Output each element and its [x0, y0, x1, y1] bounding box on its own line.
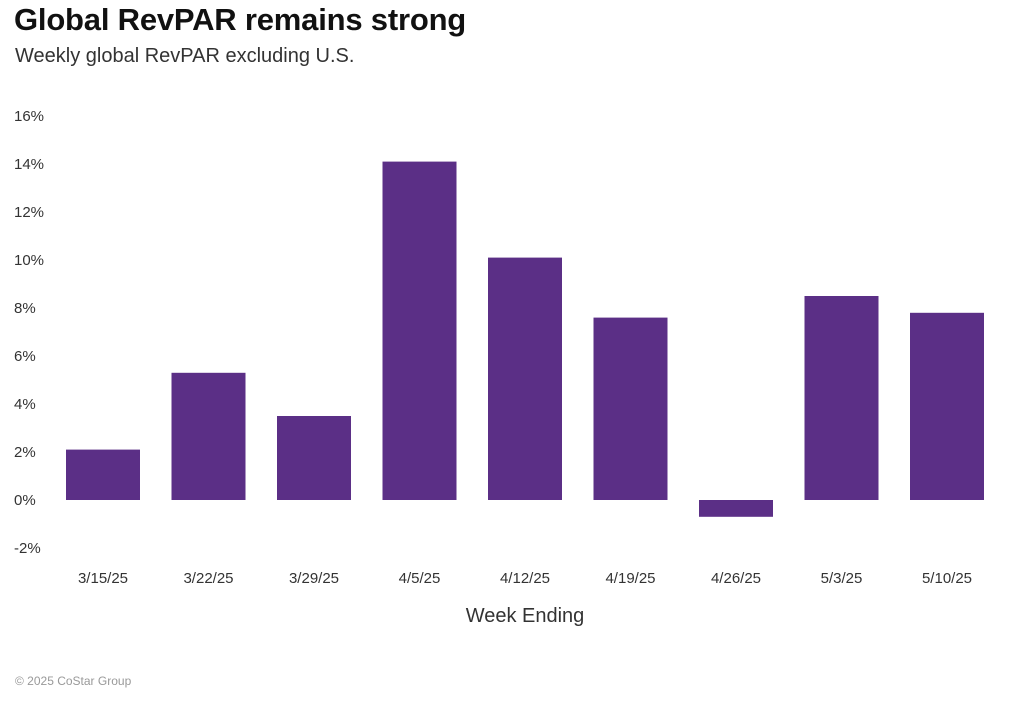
y-axis-tick-labels: -2% 0% 2% 4% 6% 8% 10% 12% 14% 16% — [14, 108, 44, 557]
x-tick-label: 3/29/25 — [289, 570, 339, 587]
x-tick-label: 3/15/25 — [78, 570, 128, 587]
bar — [804, 296, 879, 500]
bar — [910, 312, 984, 500]
chart-subtitle: Weekly global RevPAR excluding U.S. — [15, 45, 355, 67]
y-tick-label: 0% — [14, 492, 36, 509]
y-tick-label: 8% — [14, 300, 36, 317]
copyright-footer: © 2025 CoStar Group — [15, 674, 132, 688]
x-axis-tick-labels: 3/15/25 3/22/25 3/29/25 4/5/25 4/12/25 4/19/2… — [78, 570, 972, 587]
y-tick-label: -2% — [14, 540, 41, 557]
bar — [488, 257, 562, 500]
bar — [171, 372, 246, 500]
bar — [593, 317, 668, 500]
bar-series — [66, 161, 984, 517]
y-tick-label: 16% — [14, 108, 44, 125]
bar — [382, 161, 457, 500]
x-axis-title: Week Ending — [466, 605, 585, 627]
chart-title: Global RevPAR remains strong — [14, 2, 467, 37]
y-tick-label: 14% — [14, 156, 44, 173]
x-tick-label: 4/26/25 — [711, 570, 761, 587]
x-tick-label: 4/12/25 — [500, 570, 550, 587]
y-tick-label: 4% — [14, 396, 36, 413]
y-tick-label: 2% — [14, 444, 36, 461]
x-tick-label: 5/10/25 — [922, 570, 972, 587]
x-tick-label: 5/3/25 — [821, 570, 863, 587]
bar — [66, 449, 140, 500]
y-tick-label: 12% — [14, 204, 44, 221]
bar — [277, 416, 351, 500]
x-tick-label: 4/19/25 — [605, 570, 655, 587]
bar — [699, 500, 773, 517]
y-tick-label: 10% — [14, 252, 44, 269]
y-tick-label: 6% — [14, 348, 36, 365]
x-tick-label: 3/22/25 — [183, 570, 233, 587]
x-tick-label: 4/5/25 — [399, 570, 441, 587]
